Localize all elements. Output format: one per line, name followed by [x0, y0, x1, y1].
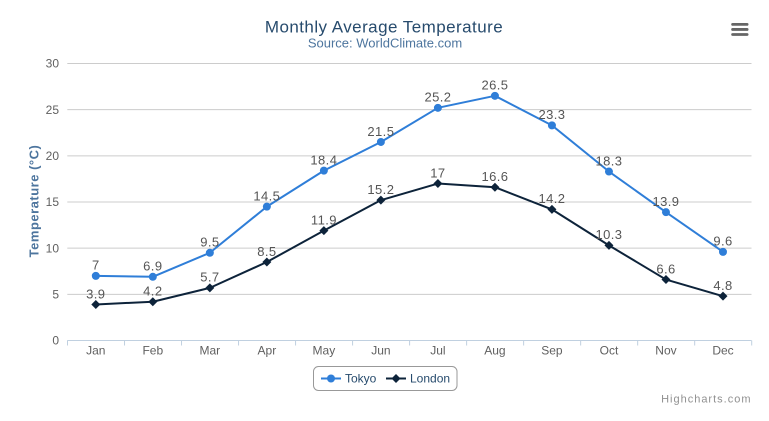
- svg-text:9.5: 9.5: [200, 235, 219, 250]
- svg-text:23.3: 23.3: [538, 107, 565, 122]
- svg-text:5: 5: [52, 288, 59, 302]
- svg-text:London: London: [410, 372, 450, 386]
- svg-text:17: 17: [430, 165, 445, 180]
- svg-text:13.9: 13.9: [653, 194, 680, 209]
- svg-text:Oct: Oct: [600, 344, 619, 358]
- svg-text:9.6: 9.6: [713, 234, 732, 249]
- svg-text:6.6: 6.6: [656, 261, 675, 276]
- svg-text:3.9: 3.9: [86, 286, 105, 301]
- svg-text:25.2: 25.2: [424, 90, 451, 105]
- svg-text:Jan: Jan: [86, 344, 105, 358]
- svg-text:25: 25: [46, 103, 60, 117]
- svg-text:Source: WorldClimate.com: Source: WorldClimate.com: [308, 36, 462, 51]
- svg-text:14.5: 14.5: [253, 188, 280, 203]
- svg-text:Nov: Nov: [655, 344, 676, 358]
- svg-text:14.2: 14.2: [538, 191, 565, 206]
- svg-text:Highcharts.com: Highcharts.com: [661, 394, 751, 406]
- svg-text:21.5: 21.5: [367, 124, 394, 139]
- svg-text:30: 30: [46, 57, 60, 71]
- svg-text:18.4: 18.4: [310, 152, 337, 167]
- svg-text:15: 15: [46, 195, 60, 209]
- svg-text:10: 10: [46, 241, 60, 255]
- svg-text:16.6: 16.6: [481, 169, 508, 184]
- svg-text:4.8: 4.8: [713, 278, 732, 293]
- svg-text:Monthly Average Temperature: Monthly Average Temperature: [265, 18, 503, 37]
- svg-text:Dec: Dec: [712, 344, 733, 358]
- svg-text:18.3: 18.3: [596, 153, 623, 168]
- svg-text:8.5: 8.5: [257, 244, 276, 259]
- svg-text:Feb: Feb: [142, 344, 163, 358]
- svg-text:10.3: 10.3: [596, 227, 623, 242]
- svg-text:20: 20: [46, 149, 60, 163]
- svg-text:6.9: 6.9: [143, 259, 162, 274]
- svg-text:15.2: 15.2: [367, 182, 394, 197]
- svg-text:0: 0: [52, 334, 59, 348]
- svg-text:5.7: 5.7: [200, 270, 219, 285]
- svg-text:Tokyo: Tokyo: [345, 372, 377, 386]
- svg-text:4.2: 4.2: [143, 284, 162, 299]
- svg-text:Aug: Aug: [484, 344, 505, 358]
- svg-text:Jul: Jul: [430, 344, 445, 358]
- svg-text:26.5: 26.5: [481, 78, 508, 93]
- svg-text:7: 7: [92, 258, 100, 273]
- svg-text:Apr: Apr: [258, 344, 277, 358]
- svg-text:Temperature (°C): Temperature (°C): [27, 145, 42, 258]
- svg-text:Mar: Mar: [200, 344, 221, 358]
- svg-text:11.9: 11.9: [311, 212, 337, 227]
- svg-text:Jun: Jun: [371, 344, 390, 358]
- svg-text:Sep: Sep: [541, 344, 563, 358]
- svg-text:May: May: [313, 344, 336, 358]
